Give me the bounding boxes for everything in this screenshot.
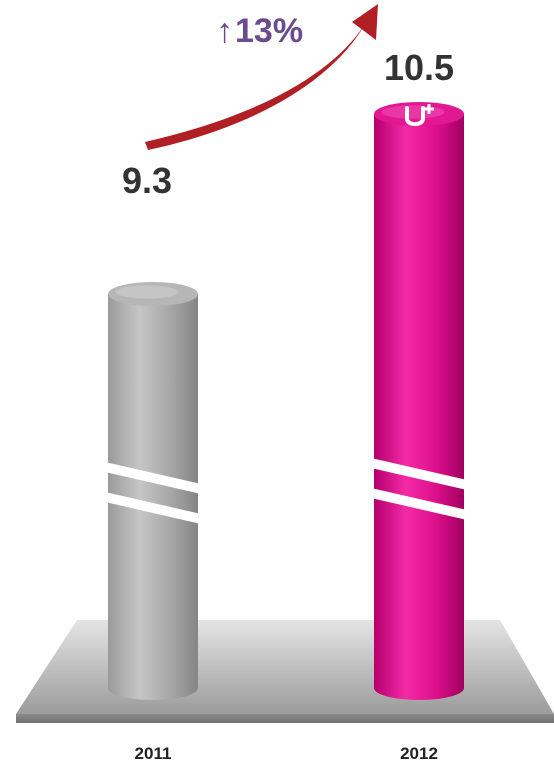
axis-break-stripe-2012-0: [371, 458, 467, 490]
axis-break-stripe-2012-1: [371, 488, 467, 520]
growth-percent: 13%: [235, 12, 304, 50]
u-plus-logo: [405, 104, 434, 127]
bar-2012: [371, 102, 467, 700]
x-tick-2012: 2012: [400, 744, 438, 763]
chart-floor: [16, 620, 554, 714]
chart-floor-edge: [16, 714, 554, 723]
bar-cap-highlight-2011: [115, 285, 179, 299]
growth-arrow-curve: [145, 24, 365, 150]
axis-break-stripe-2011-0: [105, 462, 201, 494]
x-tick-2011: 2011: [134, 744, 172, 763]
bar-2011: [105, 281, 201, 700]
growth-arrow-head: [352, 4, 378, 40]
value-label-2012: 10.5: [383, 47, 455, 88]
up-arrow-icon: ↑: [216, 12, 233, 50]
growth-label: ↑ 13%: [216, 12, 303, 51]
bar-body-2011: [108, 293, 198, 700]
axis-break-stripe-2011-1: [105, 492, 201, 524]
bar-cap-highlight-2012: [381, 105, 445, 119]
value-label-2011: 9.3: [121, 160, 173, 201]
bar-body-2012: [374, 114, 464, 700]
